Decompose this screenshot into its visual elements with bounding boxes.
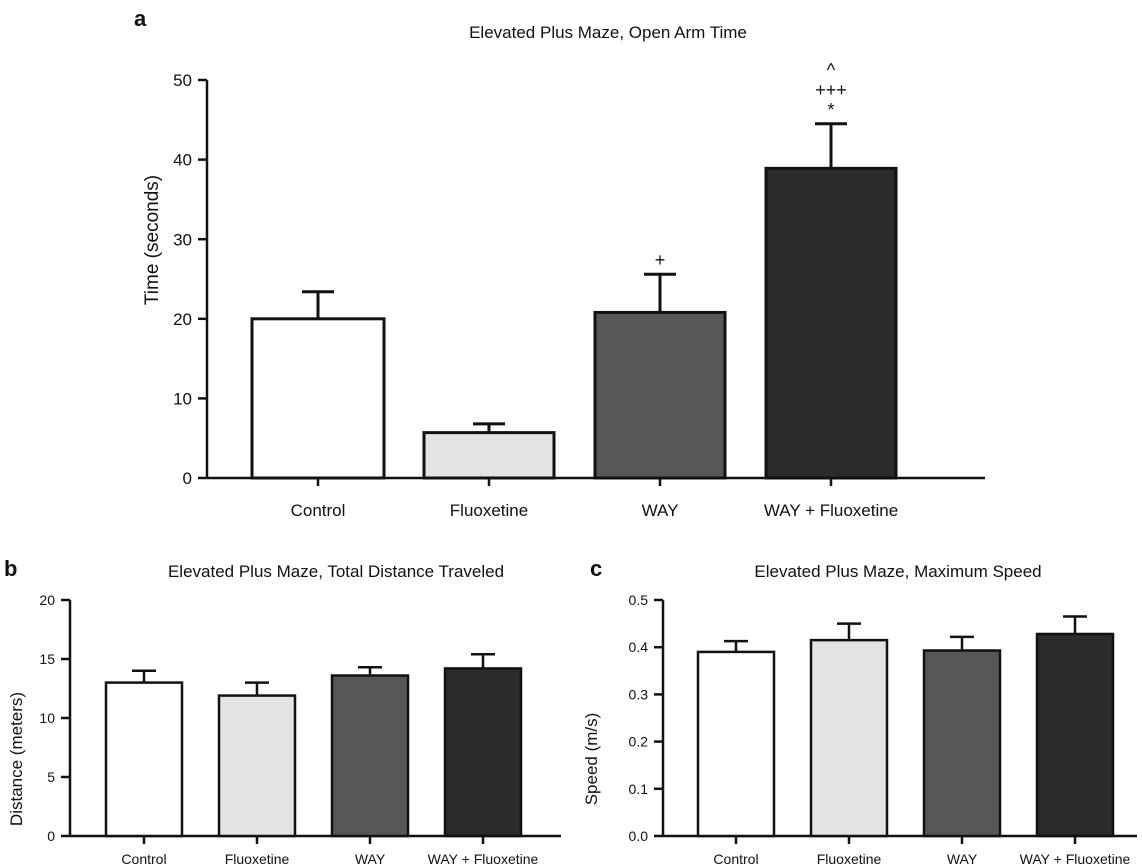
- y-tick-label: 20: [173, 310, 192, 329]
- x-category-label: WAY + Fluoxetine: [764, 501, 898, 520]
- bar-3: [764, 166, 898, 480]
- bar-2: [330, 674, 410, 838]
- y-tick-label: 30: [173, 230, 192, 249]
- bar-0: [696, 650, 776, 838]
- y-tick-label: 0.4: [629, 639, 649, 655]
- x-category-label: Fluoxetine: [225, 851, 290, 867]
- y-tick-label: 15: [39, 651, 55, 667]
- chart-title: Elevated Plus Maze, Open Arm Time: [469, 23, 747, 42]
- y-tick-label: 0.2: [629, 734, 649, 750]
- significance-marker: *: [827, 100, 834, 120]
- x-category-label: Fluoxetine: [450, 501, 528, 520]
- panel-letter-a: a: [134, 6, 147, 31]
- panel-letter-c: c: [590, 556, 602, 581]
- y-tick-label: 10: [39, 710, 55, 726]
- significance-marker: +++: [815, 80, 847, 100]
- y-axis-label: Distance (meters): [7, 692, 26, 826]
- y-tick-label: 0.5: [629, 592, 649, 608]
- x-category-label: WAY + Fluoxetine: [1020, 851, 1131, 867]
- x-category-label: WAY: [355, 851, 386, 867]
- bar-1: [217, 694, 297, 838]
- y-tick-label: 10: [173, 390, 192, 409]
- x-category-label: Control: [121, 851, 166, 867]
- x-category-label: Control: [291, 501, 346, 520]
- y-tick-label: 50: [173, 71, 192, 90]
- y-tick-label: 0: [183, 469, 192, 488]
- significance-marker: ^: [827, 60, 836, 80]
- bar-2: [922, 649, 1002, 838]
- significance-marker: +: [655, 250, 666, 270]
- x-category-label: Fluoxetine: [817, 851, 882, 867]
- y-tick-label: 0: [47, 828, 55, 844]
- x-category-label: WAY: [947, 851, 978, 867]
- y-tick-label: 20: [39, 592, 55, 608]
- x-category-label: Control: [713, 851, 758, 867]
- chart-title: Elevated Plus Maze, Total Distance Trave…: [168, 562, 504, 581]
- chart-open-arm-time: Elevated Plus Maze, Open Arm Time Time (…: [142, 23, 985, 520]
- bar-0: [250, 317, 386, 480]
- panel-letter-b: b: [4, 556, 17, 581]
- y-tick-label: 40: [173, 151, 192, 170]
- chart-title: Elevated Plus Maze, Maximum Speed: [754, 562, 1041, 581]
- bar-1: [422, 431, 556, 480]
- y-tick-label: 0.3: [629, 686, 649, 702]
- y-axis-label: Time (seconds): [142, 175, 163, 305]
- y-axis-label: Speed (m/s): [582, 713, 601, 806]
- x-category-label: WAY: [642, 501, 679, 520]
- x-category-label: WAY + Fluoxetine: [428, 851, 539, 867]
- y-tick-label: 0.1: [629, 781, 649, 797]
- bar-3: [443, 667, 523, 838]
- y-tick-label: 5: [47, 769, 55, 785]
- bar-2: [593, 310, 727, 480]
- bar-0: [104, 681, 184, 838]
- y-tick-label: 0.0: [629, 828, 649, 844]
- bar-3: [1035, 632, 1115, 838]
- chart-maximum-speed: Elevated Plus Maze, Maximum Speed Speed …: [582, 562, 1137, 867]
- chart-total-distance: Elevated Plus Maze, Total Distance Trave…: [7, 562, 561, 867]
- bar-1: [809, 638, 889, 838]
